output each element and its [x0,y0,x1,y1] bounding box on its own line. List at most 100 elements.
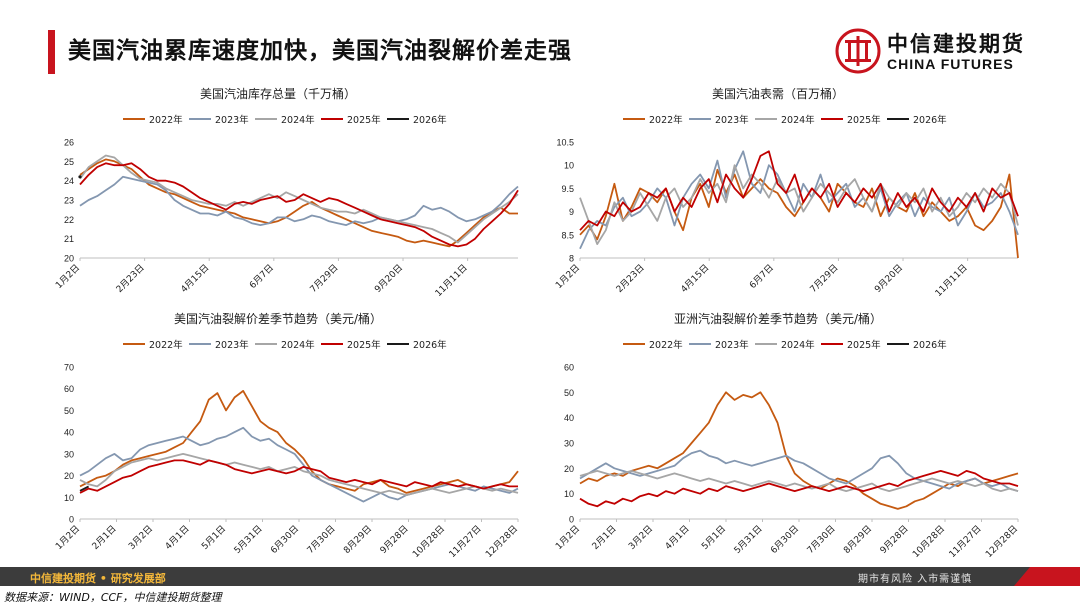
x-tick-label: 2月23日 [614,262,647,295]
x-tick-label: 7月30日 [305,523,338,556]
series-line [579,168,1019,259]
y-tick-label: 30 [564,439,574,449]
x-tick-label: 10月28日 [410,523,447,560]
legend-item: 2024年 [255,339,315,351]
legend-item: 2023年 [189,114,249,126]
legend-item: 2023年 [689,339,749,351]
x-tick-label: 11月27日 [447,523,484,560]
series-line [79,485,90,492]
y-tick-label: 10 [564,161,574,171]
y-tick-label: 23 [64,196,74,206]
chart-us-gasoline-demand: 美国汽油表需（百万桶） 2022年 2023年 2024年 2025年 2026年 8 8.5… [538,80,1038,302]
series-point [78,175,82,179]
x-tick-label: 2月1日 [590,523,619,552]
legend-label: 2026年 [413,339,447,351]
x-tick-label: 4月15日 [679,262,712,295]
chart-svg: 亚洲汽油裂解价差季节趋势（美元/桶） 2022年 2023年 2024年 2025年 20… [554,311,1021,560]
legend-item: 2023年 [189,339,249,351]
y-tick-label: 8 [569,254,574,264]
chart-title: 亚洲汽油裂解价差季节趋势（美元/桶） [674,311,882,326]
x-tick-label: 1月2日 [54,523,83,552]
y-tick-label: 0 [569,515,574,525]
footer-risk-warning: 期市有风险 入市需谨慎 [858,574,973,585]
x-tick-label: 7月29日 [308,262,341,295]
title-accent-bar [48,30,55,74]
legend-label: 2024年 [781,114,815,126]
y-tick-label: 20 [64,471,74,481]
legend-label: 2022年 [149,114,183,126]
legend-item: 2026年 [887,114,947,126]
logo-english-name: CHINA FUTURES [887,56,1014,72]
x-tick-label: 9月28日 [878,523,911,556]
x-tick-label: 2月23日 [114,262,147,295]
series-line [79,154,519,244]
legend-item: 2022年 [123,339,183,351]
x-tick-label: 6月30日 [268,523,301,556]
x-tick-label: 3月2日 [627,523,656,552]
y-tick-label: 20 [564,464,574,474]
series-line [79,390,519,494]
footer-accent-triangle [1014,567,1030,586]
y-tick-label: 70 [64,363,74,373]
chart-title: 美国汽油表需（百万桶） [712,86,844,101]
series-line [579,469,1019,508]
y-tick-label: 20 [64,254,74,264]
legend-label: 2026年 [913,339,947,351]
y-tick-label: 26 [64,138,74,148]
y-tick-label: 40 [64,428,74,438]
legend-item: 2022年 [623,114,683,126]
x-tick-label: 1月2日 [554,523,583,552]
x-tick-label: 4月1日 [163,523,192,552]
x-tick-label: 5月31日 [232,523,265,556]
legend-label: 2024年 [281,339,315,351]
y-tick-label: 8.5 [561,230,574,240]
legend-label: 2022年 [649,339,683,351]
series-line [79,426,519,503]
series-line [79,162,519,248]
x-tick-label: 1月2日 [554,262,583,291]
legend-label: 2024年 [781,339,815,351]
company-logo: 中信建投期货 CHINA FUTURES [835,26,1035,78]
x-tick-label: 9月20日 [872,262,905,295]
chart-title: 美国汽油库存总量（千万桶） [200,86,356,101]
y-tick-label: 10.5 [556,138,574,148]
y-tick-label: 10 [564,489,574,499]
legend-label: 2026年 [413,114,447,126]
legend-label: 2026年 [913,114,947,126]
x-tick-label: 2月1日 [90,523,119,552]
legend-label: 2025年 [347,114,381,126]
series-line [79,158,518,248]
legend-item: 2024年 [755,114,815,126]
legend-item: 2024年 [255,114,315,126]
x-tick-label: 7月29日 [808,262,841,295]
y-tick-label: 40 [564,413,574,423]
legend-item: 2025年 [821,339,881,351]
y-tick-label: 60 [64,384,74,394]
series-line [79,175,519,227]
x-tick-label: 5月31日 [732,523,765,556]
footer-bar [0,567,1080,586]
page-title: 美国汽油累库速度加快，美国汽油裂解价差走强 [68,38,572,64]
x-tick-label: 8月29日 [841,523,874,556]
footer-department: 中信建投期货 • 研究发展部 [30,572,166,585]
x-tick-label: 11月11日 [433,262,470,299]
series-line [579,391,1019,510]
y-tick-label: 22 [64,215,74,225]
legend-label: 2023年 [715,114,749,126]
chart-us-gasoline-crack-spread: 美国汽油裂解价差季节趋势（美元/桶） 2022年 2023年 2024年 2025年 20… [38,305,538,563]
data-source-note: 数据来源：WIND，CCF，中信建投期货整理 [4,591,222,604]
y-tick-label: 50 [564,388,574,398]
x-tick-label: 8月29日 [341,523,374,556]
series-line [79,459,518,494]
legend-item: 2025年 [321,339,381,351]
x-tick-label: 6月7日 [747,262,776,291]
legend-label: 2025年 [847,114,881,126]
x-tick-label: 6月7日 [247,262,276,291]
footer-accent-block [1030,567,1080,586]
y-tick-label: 50 [64,406,74,416]
legend-label: 2024年 [281,114,315,126]
legend-label: 2022年 [149,339,183,351]
legend-item: 2022年 [623,339,683,351]
legend-label: 2023年 [215,114,249,126]
chart-asia-gasoline-crack-spread: 亚洲汽油裂解价差季节趋势（美元/桶） 2022年 2023年 2024年 2025年 20… [538,305,1038,563]
